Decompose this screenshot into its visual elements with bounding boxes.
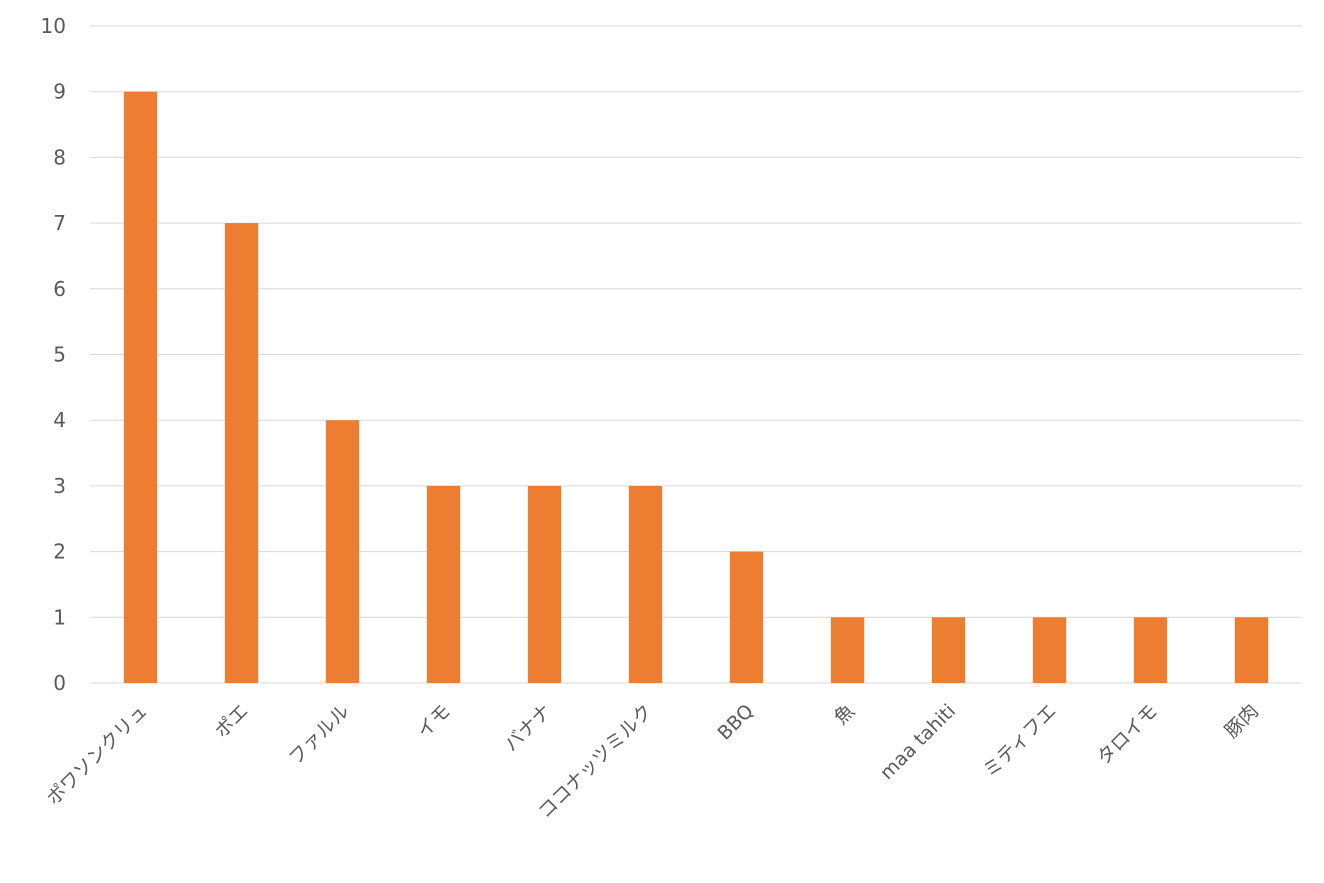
x-tick-label: イモ xyxy=(413,700,455,742)
bar xyxy=(1032,617,1067,683)
gridlines xyxy=(90,25,1302,684)
x-tick-label: ファルル xyxy=(285,700,354,769)
bar xyxy=(1234,617,1269,683)
bar xyxy=(830,617,865,683)
x-tick-label: バナナ xyxy=(500,700,556,756)
y-tick-label: 9 xyxy=(53,80,66,104)
bar xyxy=(426,485,461,683)
y-tick-label: 1 xyxy=(53,605,66,629)
x-tick-label: ミティフエ xyxy=(979,700,1061,782)
bar xyxy=(123,91,158,683)
x-tick-label: BBQ xyxy=(713,700,758,745)
y-tick-label: 0 xyxy=(53,671,66,695)
bar xyxy=(224,223,259,683)
y-tick-label: 10 xyxy=(41,14,66,38)
y-tick-label: 3 xyxy=(53,474,66,498)
x-tick-label: ポワソンクリュ xyxy=(42,700,152,810)
bar xyxy=(729,551,764,683)
x-tick-label: ポエ xyxy=(211,700,253,742)
x-tick-label: maa tahiti xyxy=(876,700,960,784)
y-tick-label: 2 xyxy=(53,540,66,564)
x-tick-label: タロイモ xyxy=(1093,700,1162,769)
bars xyxy=(123,91,1269,683)
y-tick-label: 4 xyxy=(53,408,66,432)
x-tick-label: 豚肉 xyxy=(1221,700,1263,742)
y-tick-label: 7 xyxy=(53,211,66,235)
y-tick-label: 6 xyxy=(53,277,66,301)
bar xyxy=(527,485,562,683)
bar xyxy=(1133,617,1168,683)
bar xyxy=(325,420,360,683)
y-axis-ticks: 0 1 2 3 4 5 6 7 8 9 10 xyxy=(41,14,66,695)
y-tick-label: 5 xyxy=(53,343,66,367)
bar xyxy=(931,617,966,683)
x-tick-label: 魚 xyxy=(830,700,859,729)
bar xyxy=(628,485,663,683)
y-tick-label: 8 xyxy=(53,145,66,169)
